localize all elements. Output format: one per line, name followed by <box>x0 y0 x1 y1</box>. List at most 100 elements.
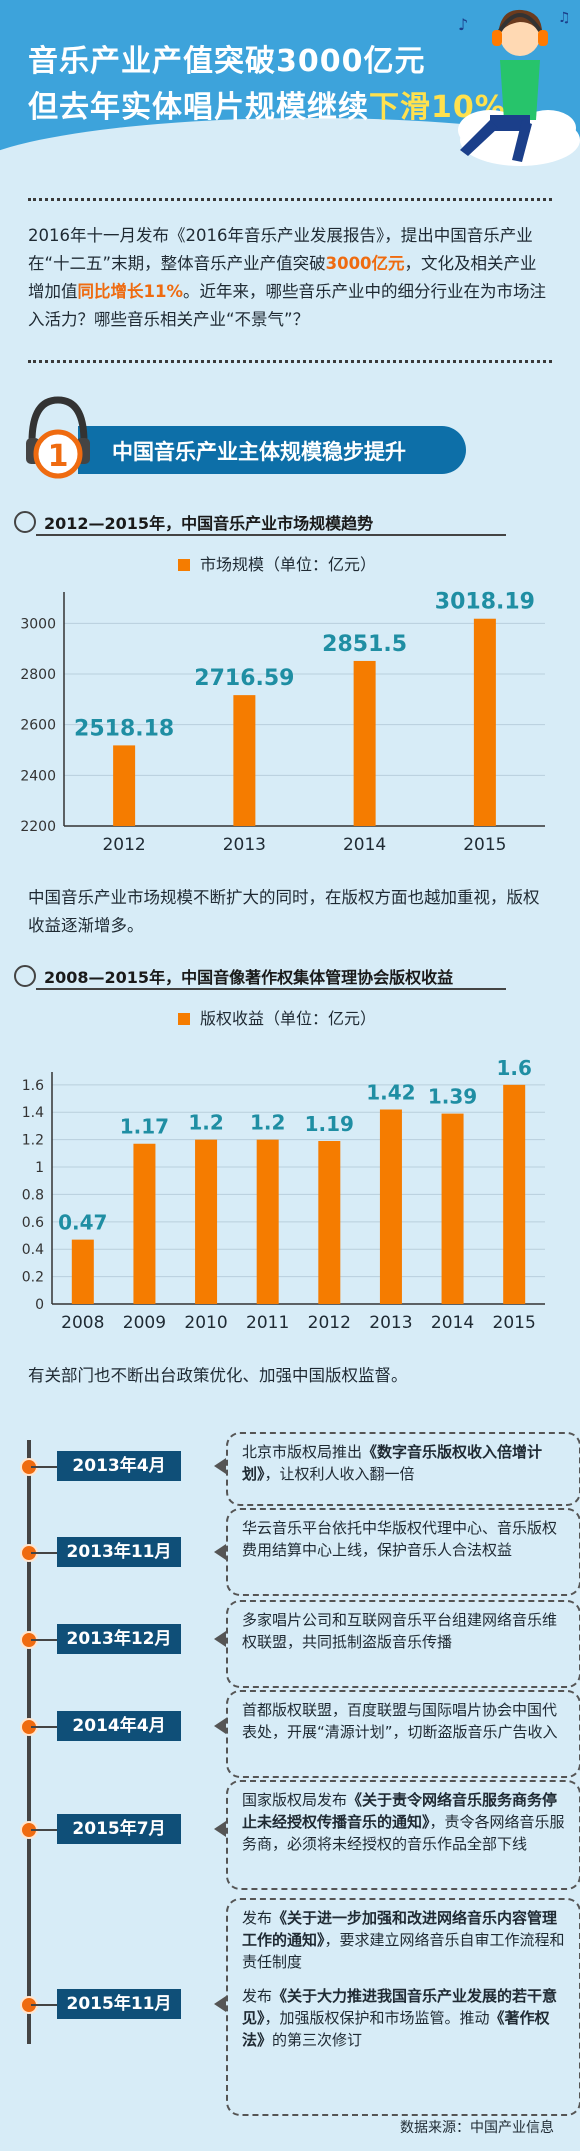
timeline-pointer <box>214 1544 226 1560</box>
x-tick-label: 2014 <box>343 835 386 855</box>
bar-2014 <box>441 1113 464 1304</box>
heading-circle-icon <box>14 965 36 987</box>
bar-2013 <box>233 695 256 826</box>
y-tick-label: 0.2 <box>22 1270 44 1286</box>
timeline-event-6: 发布《关于进一步加强和改进网络音乐内容管理工作的通知》，要求建立网络音乐自审工作… <box>226 1898 580 2116</box>
section-1-number: 1 <box>48 439 69 474</box>
timeline-pointer <box>214 1821 226 1837</box>
legend-swatch <box>178 1013 190 1025</box>
timeline-event-2: 华云音乐平台依托中华版权代理中心、音乐版权费用结算中心上线，保护音乐人合法权益 <box>226 1508 580 1596</box>
chart-copyright-income: 版权收益（单位：亿元） 0 0.2 0.4 0.6 0.8 1 1.2 1.4 1.6 0.47 20… <box>22 1009 545 1333</box>
bar-2012 <box>113 745 136 826</box>
data-label: 1.2 <box>188 1111 223 1135</box>
x-tick-label: 2015 <box>463 835 506 855</box>
y-tick-label: 0.8 <box>22 1187 44 1203</box>
x-tick-label: 2013 <box>369 1313 412 1333</box>
text-after-chart-1: 中国音乐产业市场规模不断扩大的同时，在版权方面也越加重视，版权收益逐渐增多。 <box>28 888 540 935</box>
timeline-pointer <box>214 1718 226 1734</box>
data-label: 1.19 <box>305 1112 354 1136</box>
y-tick-label: 2800 <box>20 667 56 683</box>
data-label: 1.17 <box>120 1115 169 1139</box>
timeline-event-1: 北京市版权局推出《数字音乐版权收入倍增计划》，让权利人收入翻一倍 <box>226 1432 580 1506</box>
legend-label: 市场规模（单位：亿元） <box>200 555 376 574</box>
x-tick-label: 2014 <box>431 1313 474 1333</box>
y-tick-label: 0 <box>35 1297 44 1313</box>
y-tick-label: 2400 <box>20 768 56 784</box>
bar-2012 <box>318 1141 341 1304</box>
timeline-date-5: 2015年7月 <box>57 1814 181 1844</box>
headphone-girl-illustration: ♪ ♫ <box>458 9 580 166</box>
data-label: 1.42 <box>366 1081 415 1105</box>
timeline-connector <box>31 2004 57 2006</box>
bar-2014 <box>353 660 376 826</box>
y-tick-label: 1.2 <box>22 1133 44 1149</box>
data-label: 0.47 <box>58 1211 107 1235</box>
x-tick-label: 2010 <box>184 1313 227 1333</box>
timeline-event-6-item-2: 发布《关于大力推进我国音乐产业发展的若干意见》，加强版权保护和市场监管。推动《著… <box>242 1987 558 2049</box>
y-tick-label: 1.4 <box>22 1105 44 1121</box>
timeline-event-4: 首都版权联盟，百度联盟与国际唱片协会中国代表处，开展“清源计划”，切断盗版音乐广… <box>226 1690 580 1778</box>
y-tick-label: 3000 <box>20 616 56 632</box>
legend-label: 版权收益（单位：亿元） <box>200 1009 376 1028</box>
chart-2-heading-text: 2008—2015年，中国音像著作权集体管理协会版权收益 <box>44 968 454 987</box>
timeline-pointer <box>214 1996 226 2012</box>
x-tick-label: 2011 <box>246 1313 289 1333</box>
header-title-line1: 音乐产业产值突破3000亿元 <box>28 44 426 79</box>
bar-2010 <box>195 1139 218 1304</box>
data-source: 数据来源：中国产业信息 <box>400 2120 554 2136</box>
timeline-pointer <box>214 1631 226 1647</box>
timeline-connector <box>31 1552 57 1554</box>
bar-2013 <box>379 1109 402 1304</box>
y-tick-label: 2200 <box>20 819 56 835</box>
intro-paragraph: 2016年十一月发布《2016年音乐产业发展报告》，提出中国音乐产业在“十二五”… <box>28 222 553 334</box>
y-tick-label: 0.4 <box>22 1242 44 1258</box>
intro-text-1: 2016年十一月发布《2016年音乐产业发展报告》，提出中国音乐产业在“十二五”… <box>28 226 533 273</box>
timeline-date-3: 2013年12月 <box>57 1624 181 1654</box>
timeline-date-4: 2014年4月 <box>57 1711 181 1741</box>
y-tick-label: 2600 <box>20 718 56 734</box>
intro-text-2: ，文化及相关产业增加值 <box>28 254 537 301</box>
bar-2015 <box>473 618 496 826</box>
timeline-date-2: 2013年11月 <box>57 1537 181 1567</box>
header-title-line2-text: 但去年实体唱片规模继续 <box>28 90 369 125</box>
chart-1-heading-text: 2012—2015年，中国音乐产业市场规模趋势 <box>44 514 374 533</box>
chart-2-heading: 2008—2015年，中国音像著作权集体管理协会版权收益 <box>14 962 514 990</box>
section-1-title: 中国音乐产业主体规模稳步提升 <box>112 440 406 464</box>
divider-bottom <box>28 360 552 363</box>
heading-circle-icon <box>14 511 36 533</box>
svg-text:♪: ♪ <box>458 15 468 34</box>
timeline-event-6-item-1: 发布《关于进一步加强和改进网络音乐内容管理工作的通知》，要求建立网络音乐自审工作… <box>242 1909 565 1971</box>
data-label: 1.39 <box>428 1085 477 1109</box>
header-banner: 音乐产业产值突破3000亿元 但去年实体唱片规模继续下滑10% ♪ ♫ <box>0 0 580 170</box>
bar-2011 <box>256 1139 279 1304</box>
chart-market-size: 市场规模（单位：亿元） 2200 2400 2600 2800 3000 2518.18 20… <box>20 555 545 855</box>
timeline-date-1: 2013年4月 <box>57 1451 181 1481</box>
intro-highlight-1: 3000亿元 <box>325 254 405 273</box>
data-label: 1.6 <box>496 1056 531 1080</box>
timeline-pointer <box>214 1458 226 1474</box>
data-label: 2716.59 <box>194 666 294 691</box>
y-tick-label: 0.6 <box>22 1215 44 1231</box>
y-tick-label: 1 <box>35 1160 44 1176</box>
data-label: 2851.5 <box>322 632 407 657</box>
svg-text:♫: ♫ <box>558 10 571 26</box>
x-tick-label: 2012 <box>308 1313 351 1333</box>
divider-top <box>28 198 552 201</box>
timeline-connector <box>31 1726 57 1728</box>
header-title-line2: 但去年实体唱片规模继续下滑10% <box>28 82 506 126</box>
timeline-connector <box>31 1639 57 1641</box>
data-label: 3018.19 <box>435 590 535 615</box>
x-tick-label: 2013 <box>223 835 266 855</box>
legend-swatch <box>178 559 190 571</box>
timeline-event-3: 多家唱片公司和互联网音乐平台组建网络音乐维权联盟，共同抵制盗版音乐传播 <box>226 1600 580 1688</box>
x-tick-label: 2009 <box>123 1313 166 1333</box>
x-tick-label: 2008 <box>61 1313 104 1333</box>
bar-2009 <box>133 1143 156 1304</box>
y-tick-label: 1.6 <box>22 1078 44 1094</box>
intro-highlight-2: 同比增长11% <box>77 282 184 301</box>
x-tick-label: 2015 <box>493 1313 536 1333</box>
headphone-icon: 1 <box>26 396 90 479</box>
timeline-connector <box>31 1466 57 1468</box>
intro-text-3: 。近年来，哪些音乐产业中的细分行业在为市场注入活力？哪些音乐相关产业“不景气”？ <box>28 282 546 329</box>
timeline-axis <box>27 1440 31 2044</box>
